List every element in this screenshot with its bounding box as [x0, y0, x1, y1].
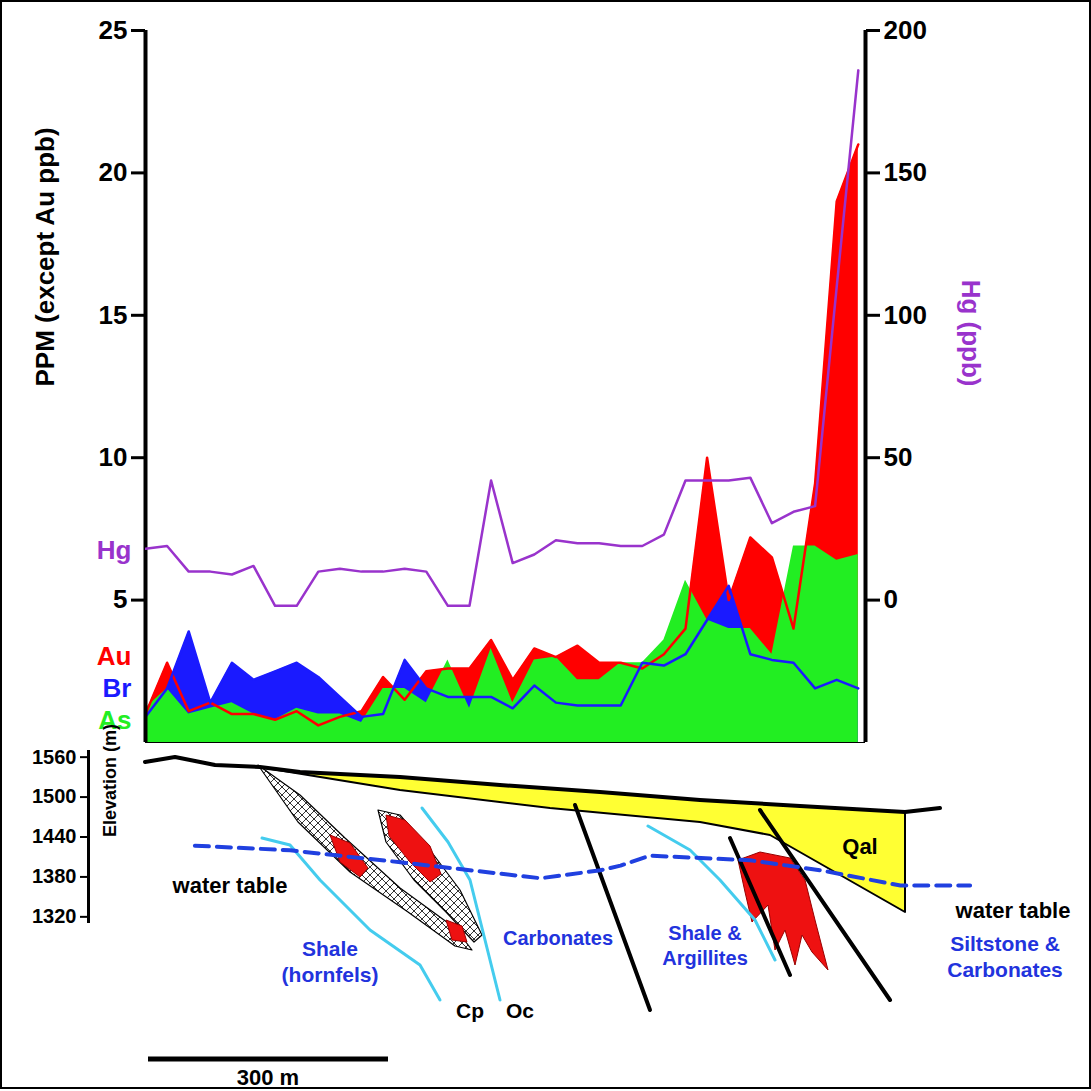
svg-text:Hg: Hg — [97, 535, 132, 565]
svg-text:1560: 1560 — [32, 746, 77, 768]
svg-text:300 m: 300 m — [237, 1065, 299, 1089]
svg-text:Argillites: Argillites — [662, 947, 748, 969]
svg-text:(hornfels): (hornfels) — [282, 963, 379, 986]
svg-text:1440: 1440 — [32, 825, 77, 847]
svg-text:25: 25 — [99, 15, 128, 45]
svg-text:PPM (except Au ppb): PPM (except Au ppb) — [30, 127, 60, 386]
svg-text:Br: Br — [103, 673, 132, 703]
svg-text:15: 15 — [99, 300, 128, 330]
svg-text:Siltstone &: Siltstone & — [950, 932, 1060, 955]
svg-text:water table: water table — [172, 873, 288, 898]
svg-text:Oc: Oc — [506, 999, 534, 1022]
svg-text:1500: 1500 — [32, 785, 77, 807]
svg-text:0: 0 — [884, 584, 898, 614]
svg-text:As: As — [98, 705, 132, 736]
svg-text:Shale &: Shale & — [668, 922, 741, 944]
svg-text:Au: Au — [97, 641, 132, 671]
svg-text:20: 20 — [99, 157, 128, 187]
svg-text:Carbonates: Carbonates — [947, 958, 1063, 981]
svg-text:100: 100 — [884, 300, 927, 330]
svg-text:Qal: Qal — [842, 834, 877, 859]
svg-text:water table: water table — [955, 898, 1071, 923]
svg-text:Shale: Shale — [302, 937, 358, 960]
svg-text:Elevation (m): Elevation (m) — [100, 724, 120, 837]
svg-text:10: 10 — [99, 442, 128, 472]
svg-text:5: 5 — [113, 584, 127, 614]
svg-text:150: 150 — [884, 157, 927, 187]
svg-text:Cp: Cp — [456, 999, 484, 1022]
svg-text:Hg (ppb): Hg (ppb) — [956, 280, 986, 387]
svg-text:1320: 1320 — [32, 905, 77, 927]
svg-text:Carbonates: Carbonates — [503, 927, 613, 949]
svg-text:200: 200 — [884, 15, 927, 45]
svg-text:1380: 1380 — [32, 865, 77, 887]
svg-text:50: 50 — [884, 442, 913, 472]
